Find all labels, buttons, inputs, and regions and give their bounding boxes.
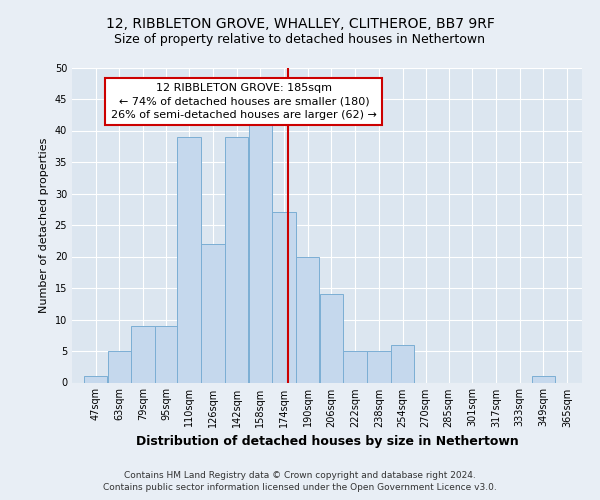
Text: 12, RIBBLETON GROVE, WHALLEY, CLITHEROE, BB7 9RF: 12, RIBBLETON GROVE, WHALLEY, CLITHEROE,… — [106, 18, 494, 32]
X-axis label: Distribution of detached houses by size in Nethertown: Distribution of detached houses by size … — [136, 435, 518, 448]
Bar — [272, 212, 296, 382]
Bar — [201, 244, 224, 382]
Bar — [108, 351, 131, 382]
Text: Size of property relative to detached houses in Nethertown: Size of property relative to detached ho… — [115, 32, 485, 46]
Bar — [155, 326, 177, 382]
Bar — [178, 137, 201, 382]
Text: Contains HM Land Registry data © Crown copyright and database right 2024.
Contai: Contains HM Land Registry data © Crown c… — [103, 471, 497, 492]
Bar — [248, 124, 272, 382]
Bar — [367, 351, 391, 382]
Bar — [391, 344, 415, 383]
Bar — [84, 376, 107, 382]
Y-axis label: Number of detached properties: Number of detached properties — [39, 138, 49, 312]
Bar — [343, 351, 367, 382]
Bar — [225, 137, 248, 382]
Bar — [296, 256, 319, 382]
Text: 12 RIBBLETON GROVE: 185sqm
← 74% of detached houses are smaller (180)
26% of sem: 12 RIBBLETON GROVE: 185sqm ← 74% of deta… — [111, 83, 377, 120]
Bar — [320, 294, 343, 382]
Bar — [532, 376, 555, 382]
Bar — [131, 326, 155, 382]
